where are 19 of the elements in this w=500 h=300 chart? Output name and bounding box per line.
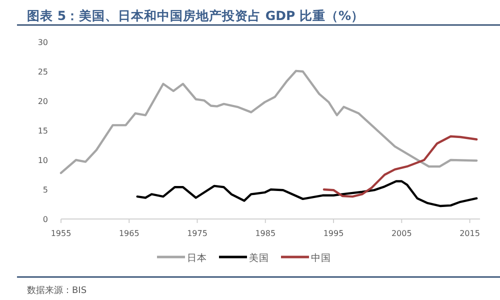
x-tick-label: 1985 xyxy=(255,229,276,238)
x-tick-label: 1955 xyxy=(50,229,72,238)
y-tick-label: 20 xyxy=(38,97,48,106)
y-tick-label: 30 xyxy=(38,38,48,47)
legend-label: 中国 xyxy=(311,252,331,264)
x-tick-label: 2015 xyxy=(460,229,480,238)
x-tick-label: 2005 xyxy=(391,229,412,238)
x-tick-label: 1965 xyxy=(118,229,140,238)
title: 图表 5：美国、日本和中国房地产投资占 GDP 比重（%） xyxy=(27,8,364,23)
y-tick-label: 25 xyxy=(38,68,48,76)
x-tick-label: 1995 xyxy=(323,229,344,238)
y-tick-label: 5 xyxy=(42,186,48,194)
x-tick-label: 1975 xyxy=(187,229,208,238)
y-tick-label: 0 xyxy=(42,215,48,224)
legend-label: 日本 xyxy=(187,252,207,264)
y-tick-label: 10 xyxy=(38,156,48,165)
y-tick-label: 15 xyxy=(38,126,48,136)
legend-label: 美国 xyxy=(249,252,269,264)
source-note: 数据来源：BIS xyxy=(27,285,87,296)
